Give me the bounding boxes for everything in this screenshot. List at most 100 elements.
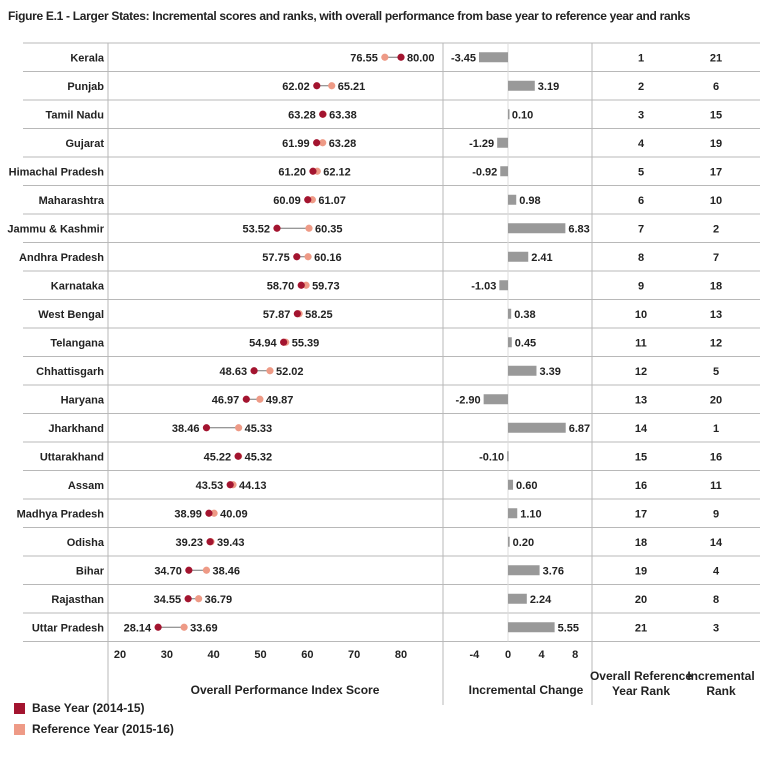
reference-dot xyxy=(256,395,264,403)
overall-rank-header-line1: Overall Reference xyxy=(590,669,692,683)
incremental-label: 3.19 xyxy=(538,81,559,93)
incremental-rank-cell: 17 xyxy=(710,166,722,178)
legend-reference-label: Reference Year (2015-16) xyxy=(32,722,174,736)
base-dot xyxy=(397,53,405,61)
incremental-rank-cell: 21 xyxy=(710,52,722,64)
legend-base: Base Year (2014-15) xyxy=(14,701,145,715)
score-low-label: 38.46 xyxy=(172,423,200,435)
legend-base-label: Base Year (2014-15) xyxy=(32,701,145,715)
score-high-label: 45.32 xyxy=(245,451,273,463)
incremental-label: 0.10 xyxy=(512,109,533,121)
score-high-label: 52.02 xyxy=(276,366,304,378)
incremental-label: -2.90 xyxy=(456,394,481,406)
incremental-label: 6.87 xyxy=(569,423,590,435)
reference-dot xyxy=(266,367,274,375)
score-high-label: 63.28 xyxy=(329,138,357,150)
score-low-label: 45.22 xyxy=(204,451,232,463)
incremental-label: -1.03 xyxy=(471,280,496,292)
base-dot xyxy=(293,253,301,261)
score-low-label: 46.97 xyxy=(212,394,240,406)
incremental-label: 0.45 xyxy=(515,337,536,349)
incremental-bar xyxy=(508,508,518,519)
score-high-label: 36.79 xyxy=(205,594,233,606)
state-label: Haryana xyxy=(61,394,105,406)
score-low-label: 34.55 xyxy=(154,594,182,606)
score-high-label: 60.35 xyxy=(315,223,343,235)
score-low-label: 48.63 xyxy=(220,366,248,378)
overall-rank-cell: 19 xyxy=(635,565,647,577)
score-high-label: 39.43 xyxy=(217,537,245,549)
score-high-label: 59.73 xyxy=(312,280,340,292)
score-low-label: 43.53 xyxy=(196,480,224,492)
overall-rank-cell: 21 xyxy=(635,622,647,634)
incremental-rank-cell: 13 xyxy=(710,309,722,321)
base-dot xyxy=(250,367,258,375)
state-label: Rajasthan xyxy=(51,594,104,606)
incremental-label: 3.39 xyxy=(539,366,560,378)
score-low-label: 61.20 xyxy=(278,166,306,178)
state-label: Punjab xyxy=(67,81,104,93)
incremental-bar xyxy=(479,52,508,63)
state-label: Uttarakhand xyxy=(40,451,104,463)
legend-reference-swatch xyxy=(14,723,25,735)
incremental-tick-label: 8 xyxy=(572,649,578,661)
overall-rank-cell: 9 xyxy=(638,280,644,292)
overall-rank-cell: 4 xyxy=(638,138,645,150)
overall-rank-cell: 1 xyxy=(638,52,644,64)
incremental-label: 0.38 xyxy=(514,309,535,321)
score-tick-label: 80 xyxy=(395,649,407,661)
incremental-bar xyxy=(508,565,540,576)
overall-rank-cell: 8 xyxy=(638,252,644,264)
base-dot xyxy=(313,82,321,90)
overall-rank-cell: 7 xyxy=(638,223,644,235)
score-low-label: 60.09 xyxy=(273,195,301,207)
reference-dot xyxy=(210,509,218,517)
score-low-label: 53.52 xyxy=(242,223,270,235)
reference-dot xyxy=(180,623,188,631)
incremental-rank-cell: 2 xyxy=(713,223,719,235)
score-low-label: 28.14 xyxy=(124,622,152,634)
overall-rank-header-line2: Year Rank xyxy=(612,684,670,698)
state-label: Madhya Pradesh xyxy=(17,508,105,520)
score-low-label: 54.94 xyxy=(249,337,277,349)
state-label: Bihar xyxy=(76,565,105,577)
state-label: Karnataka xyxy=(51,280,105,292)
state-label: Jharkhand xyxy=(48,423,104,435)
reference-dot xyxy=(202,566,211,574)
overall-rank-cell: 14 xyxy=(635,423,648,435)
incremental-label: 2.24 xyxy=(530,594,552,606)
incremental-bar xyxy=(483,394,508,405)
incremental-rank-cell: 12 xyxy=(710,337,722,349)
base-dot xyxy=(313,139,321,147)
incremental-bar xyxy=(497,137,508,148)
base-dot xyxy=(226,481,234,489)
state-label: Gujarat xyxy=(65,138,104,150)
score-low-label: 62.02 xyxy=(282,81,310,93)
overall-rank-cell: 6 xyxy=(638,195,644,207)
overall-rank-cell: 15 xyxy=(635,451,647,463)
incremental-label: 3.76 xyxy=(543,565,564,577)
base-dot xyxy=(154,623,162,631)
base-dot xyxy=(184,595,192,603)
reference-dot xyxy=(304,253,312,261)
state-label: Jammu & Kashmir xyxy=(7,223,104,235)
incremental-rank-cell: 1 xyxy=(713,423,719,435)
incremental-bar xyxy=(508,422,566,433)
score-high-label: 38.46 xyxy=(212,565,240,577)
score-tick-label: 60 xyxy=(301,649,313,661)
overall-rank-cell: 5 xyxy=(638,166,644,178)
base-dot xyxy=(319,110,327,118)
incremental-label: 0.98 xyxy=(519,195,540,207)
score-high-label: 40.09 xyxy=(220,508,248,520)
base-dot xyxy=(205,509,213,517)
legend-reference: Reference Year (2015-16) xyxy=(14,722,174,736)
score-high-label: 55.39 xyxy=(292,337,320,349)
overall-rank-cell: 13 xyxy=(635,394,647,406)
score-low-label: 57.75 xyxy=(262,252,290,264)
incremental-rank-cell: 10 xyxy=(710,195,722,207)
incremental-tick-label: 4 xyxy=(539,649,546,661)
score-low-label: 58.70 xyxy=(267,280,295,292)
overall-rank-cell: 17 xyxy=(635,508,647,520)
reference-dot xyxy=(235,424,243,432)
